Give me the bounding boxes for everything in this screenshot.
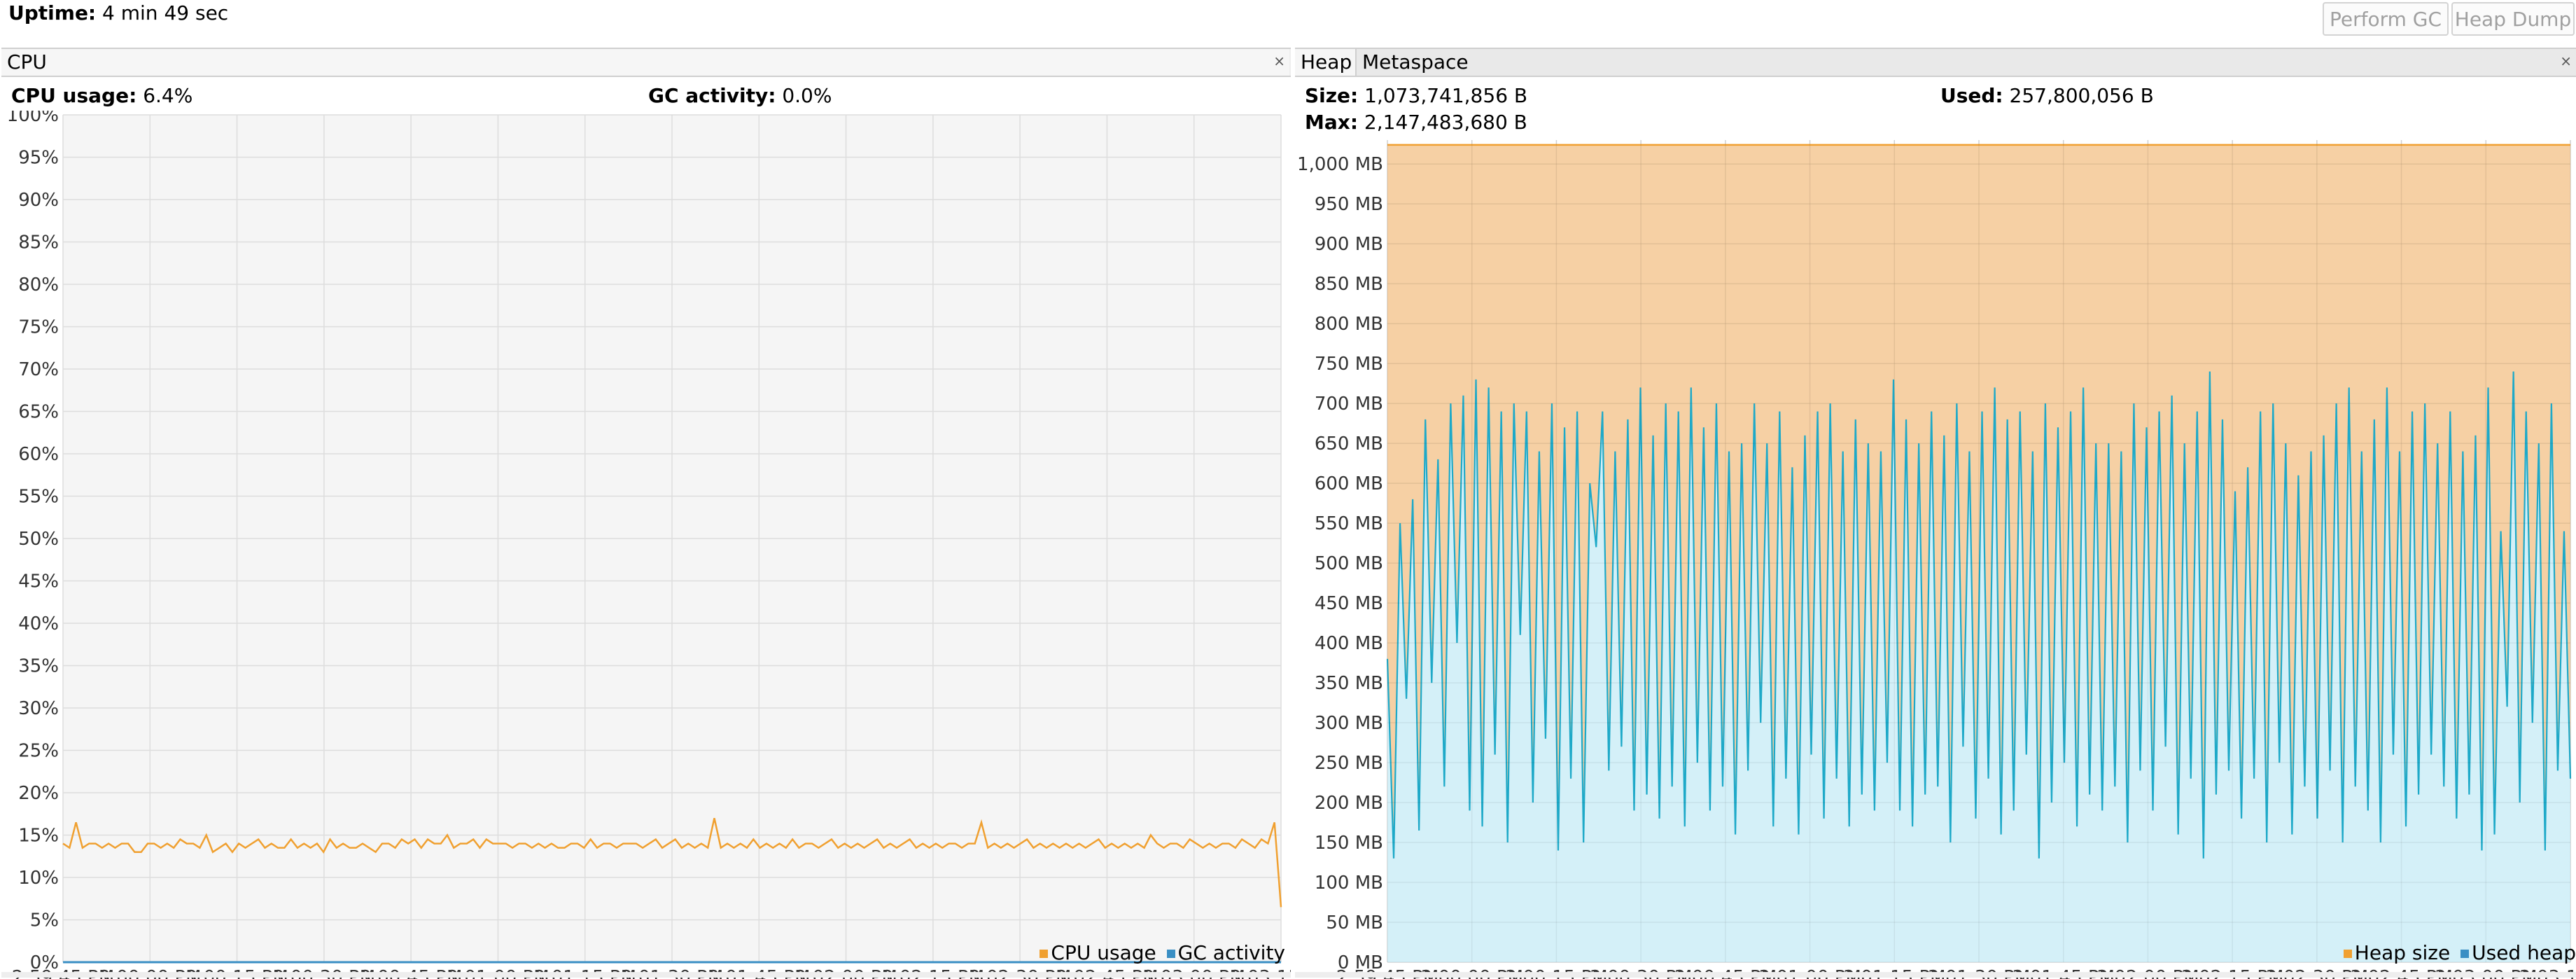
- y-tick-label: 40%: [18, 613, 59, 634]
- y-tick-label: 450 MB: [1315, 593, 1383, 614]
- heap-chart: 0 MB 50 MB 100 MB 150 MB 200 MB 250 MB 300 MB 3…: [1297, 140, 2576, 979]
- y-tick-label: 0 MB: [1338, 952, 1383, 973]
- y-tick-label: 1,000 MB: [1297, 154, 1383, 175]
- y-tick-label: 15%: [18, 826, 59, 847]
- y-tick-label: 60%: [18, 444, 59, 465]
- tab-metaspace[interactable]: Metaspace ×: [1357, 49, 2576, 76]
- gc-activity-value: 0.0%: [782, 84, 832, 107]
- y-tick-label: 950 MB: [1315, 194, 1383, 215]
- tab-cpu[interactable]: CPU ×: [1, 49, 1289, 76]
- heap-size-label: Size:: [1305, 84, 1359, 107]
- y-tick-label: 70%: [18, 359, 59, 380]
- y-tick-label: 50%: [18, 529, 59, 550]
- y-tick-label: 350 MB: [1315, 673, 1383, 694]
- y-tick-label: 85%: [18, 232, 59, 254]
- heap-max-stat: Max: 2,147,483,680 B: [1305, 111, 1527, 134]
- y-tick-label: 5%: [30, 910, 59, 931]
- cpu-tabstrip: CPU ×: [1, 48, 1291, 77]
- uptime-value: 4 min 49 sec: [102, 1, 229, 25]
- legend-used-heap-label: Used heap: [2472, 941, 2576, 964]
- uptime: Uptime: 4 min 49 sec: [8, 1, 228, 25]
- y-tick-label: 400 MB: [1315, 633, 1383, 654]
- heap-used-value: 257,800,056 B: [2009, 84, 2154, 107]
- cpu-usage-stat: CPU usage: 6.4%: [11, 84, 192, 107]
- y-tick-label: 300 MB: [1315, 713, 1383, 734]
- y-tick-label: 0%: [30, 952, 59, 973]
- legend-gc-swatch: [1166, 950, 1175, 958]
- tab-cpu-label: CPU: [7, 50, 47, 74]
- gc-activity-label: GC activity:: [648, 84, 776, 107]
- gc-activity-stat: GC activity: 0.0%: [648, 84, 832, 107]
- y-tick-label: 50 MB: [1326, 912, 1383, 933]
- y-tick-label: 65%: [18, 402, 59, 423]
- used-heap-line: [1386, 371, 2572, 859]
- y-tick-label: 850 MB: [1315, 274, 1383, 295]
- y-tick-label: 75%: [18, 317, 59, 338]
- y-tick-label: 100%: [7, 111, 59, 126]
- cpu-usage-value: 6.4%: [143, 84, 193, 107]
- legend-cpu-label: CPU usage: [1051, 941, 1156, 964]
- cpu-usage-label: CPU usage:: [11, 84, 137, 107]
- tab-heap-label: Heap: [1301, 50, 1352, 74]
- cpu-chart: 0% 5% 10% 15% 20% 25% 30% 35% 40% 45% 50% 55% 60% 65%…: [7, 111, 1291, 979]
- legend-heap-size-label: Heap size: [2354, 941, 2451, 964]
- y-tick-label: 700 MB: [1315, 394, 1383, 415]
- heap-used-label: Used:: [1940, 84, 2003, 107]
- heap-bottom-scroll: [1295, 972, 2576, 978]
- legend-used-heap-swatch: [2460, 950, 2470, 958]
- y-tick-label: 250 MB: [1315, 753, 1383, 774]
- cpu-bottom-scroll: [1, 972, 1291, 978]
- y-tick-label: 90%: [18, 190, 59, 211]
- close-icon[interactable]: ×: [1273, 53, 1285, 69]
- y-tick-label: 650 MB: [1315, 433, 1383, 454]
- y-tick-label: 200 MB: [1315, 793, 1383, 814]
- y-tick-label: 500 MB: [1315, 553, 1383, 574]
- perform-gc-button[interactable]: Perform GC: [2323, 2, 2449, 36]
- y-tick-label: 25%: [18, 741, 59, 762]
- close-icon[interactable]: ×: [2560, 53, 2572, 69]
- tab-heap[interactable]: Heap: [1295, 49, 1357, 76]
- cpu-panel: CPU × CPU usage: 6.4% GC activity: 0.0% …: [1, 48, 1291, 979]
- legend-gc-label: GC activity: [1177, 941, 1285, 964]
- toolbar: Uptime: 4 min 49 sec Perform GC Heap Dum…: [0, 0, 2576, 45]
- tab-metaspace-label: Metaspace: [1362, 50, 1469, 74]
- heap-size-value: 1,073,741,856 B: [1364, 84, 1528, 107]
- y-tick-label: 100 MB: [1315, 873, 1383, 894]
- y-tick-label: 150 MB: [1315, 833, 1383, 854]
- y-tick-label: 800 MB: [1315, 314, 1383, 335]
- heap-size-stat: Size: 1,073,741,856 B: [1305, 84, 1527, 107]
- y-tick-label: 30%: [18, 698, 59, 719]
- heap-max-label: Max:: [1305, 111, 1359, 134]
- y-tick-label: 750 MB: [1315, 354, 1383, 375]
- heap-max-value: 2,147,483,680 B: [1364, 111, 1527, 134]
- heap-tabstrip: Heap Metaspace ×: [1295, 48, 2576, 77]
- heap-legend: Heap size Used heap: [2343, 941, 2576, 964]
- y-tick-label: 35%: [18, 656, 59, 677]
- y-tick-label: 900 MB: [1315, 234, 1383, 255]
- heap-dump-button[interactable]: Heap Dump: [2451, 2, 2575, 36]
- y-tick-label: 550 MB: [1315, 513, 1383, 534]
- y-tick-label: 20%: [18, 783, 59, 804]
- y-tick-label: 600 MB: [1315, 473, 1383, 494]
- y-tick-label: 95%: [18, 148, 59, 169]
- y-tick-label: 10%: [18, 868, 59, 889]
- y-tick-label: 80%: [18, 275, 59, 296]
- cpu-usage-line: [62, 818, 1282, 908]
- y-tick-label: 55%: [18, 487, 59, 508]
- heap-used-stat: Used: 257,800,056 B: [1940, 84, 2154, 107]
- legend-cpu-swatch: [1040, 950, 1049, 958]
- cpu-legend: CPU usage GC activity: [1040, 941, 1285, 964]
- uptime-label: Uptime:: [8, 1, 97, 25]
- legend-heap-size-swatch: [2343, 950, 2352, 958]
- heap-panel: Heap Metaspace × Size: 1,073,741,856 B U…: [1295, 48, 2576, 979]
- y-tick-label: 45%: [18, 571, 59, 592]
